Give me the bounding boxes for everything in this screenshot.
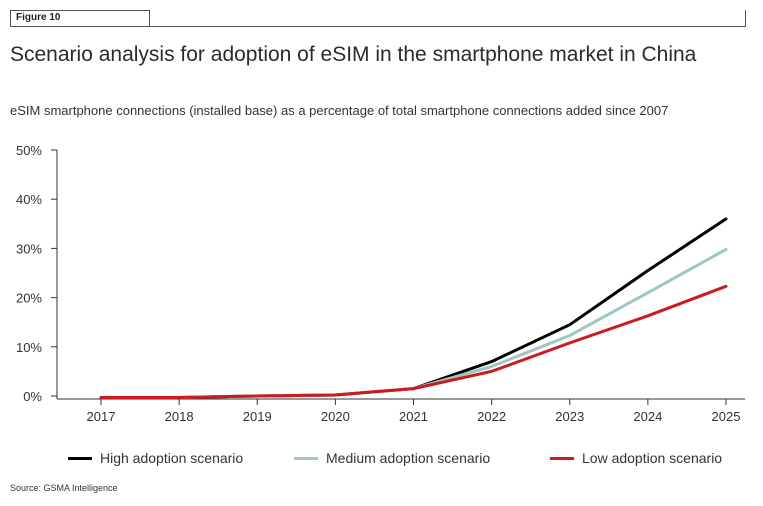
x-tick-label: 2021 — [399, 409, 428, 424]
series-line-high — [99, 217, 728, 399]
x-tick-label: 2024 — [633, 409, 662, 424]
y-tick-label: 10% — [16, 340, 42, 355]
legend-swatch-high — [68, 456, 92, 460]
y-tick-label: 50% — [16, 143, 42, 158]
x-tick-label: 2020 — [321, 409, 350, 424]
legend-label-medium: Medium adoption scenario — [326, 450, 491, 466]
legend-swatch-low — [550, 456, 574, 460]
y-tick-label: 0% — [23, 389, 42, 404]
legend-item-high: High adoption scenario — [68, 450, 243, 466]
figure-tag-label: Figure 10 — [16, 12, 61, 23]
line-chart: 0% 10% 20% 30% 40% 50% 2017 2018 2019 2020 2021 202… — [16, 143, 745, 424]
source-note: Source: GSMA Intelligence — [10, 483, 118, 493]
series-line-low — [99, 284, 728, 399]
legend-item-medium: Medium adoption scenario — [294, 450, 490, 466]
x-tick-label: 2019 — [243, 409, 272, 424]
y-tick-label: 20% — [16, 291, 42, 306]
legend-item-low: Low adoption scenario — [550, 450, 722, 466]
chart-subtitle: eSIM smartphone connections (installed b… — [10, 103, 669, 118]
chart-title: Scenario analysis for adoption of eSIM i… — [10, 43, 697, 66]
y-tick-label: 40% — [16, 192, 42, 207]
legend-swatch-medium — [294, 456, 318, 460]
y-tick-label: 30% — [16, 241, 42, 256]
figure-tag: Figure 10 — [10, 10, 150, 27]
x-tick-label: 2018 — [165, 409, 194, 424]
legend-label-high: High adoption scenario — [100, 450, 244, 466]
x-tick-label: 2022 — [477, 409, 506, 424]
x-tick-label: 2023 — [555, 409, 584, 424]
x-tick-label: 2025 — [712, 409, 741, 424]
header-rule-end — [745, 10, 746, 27]
chart-legend: High adoption scenario Medium adoption sc… — [0, 450, 763, 470]
series-line-medium — [99, 247, 728, 399]
legend-label-low: Low adoption scenario — [582, 450, 723, 466]
header-rule — [150, 26, 746, 27]
x-tick-label: 2017 — [87, 409, 116, 424]
